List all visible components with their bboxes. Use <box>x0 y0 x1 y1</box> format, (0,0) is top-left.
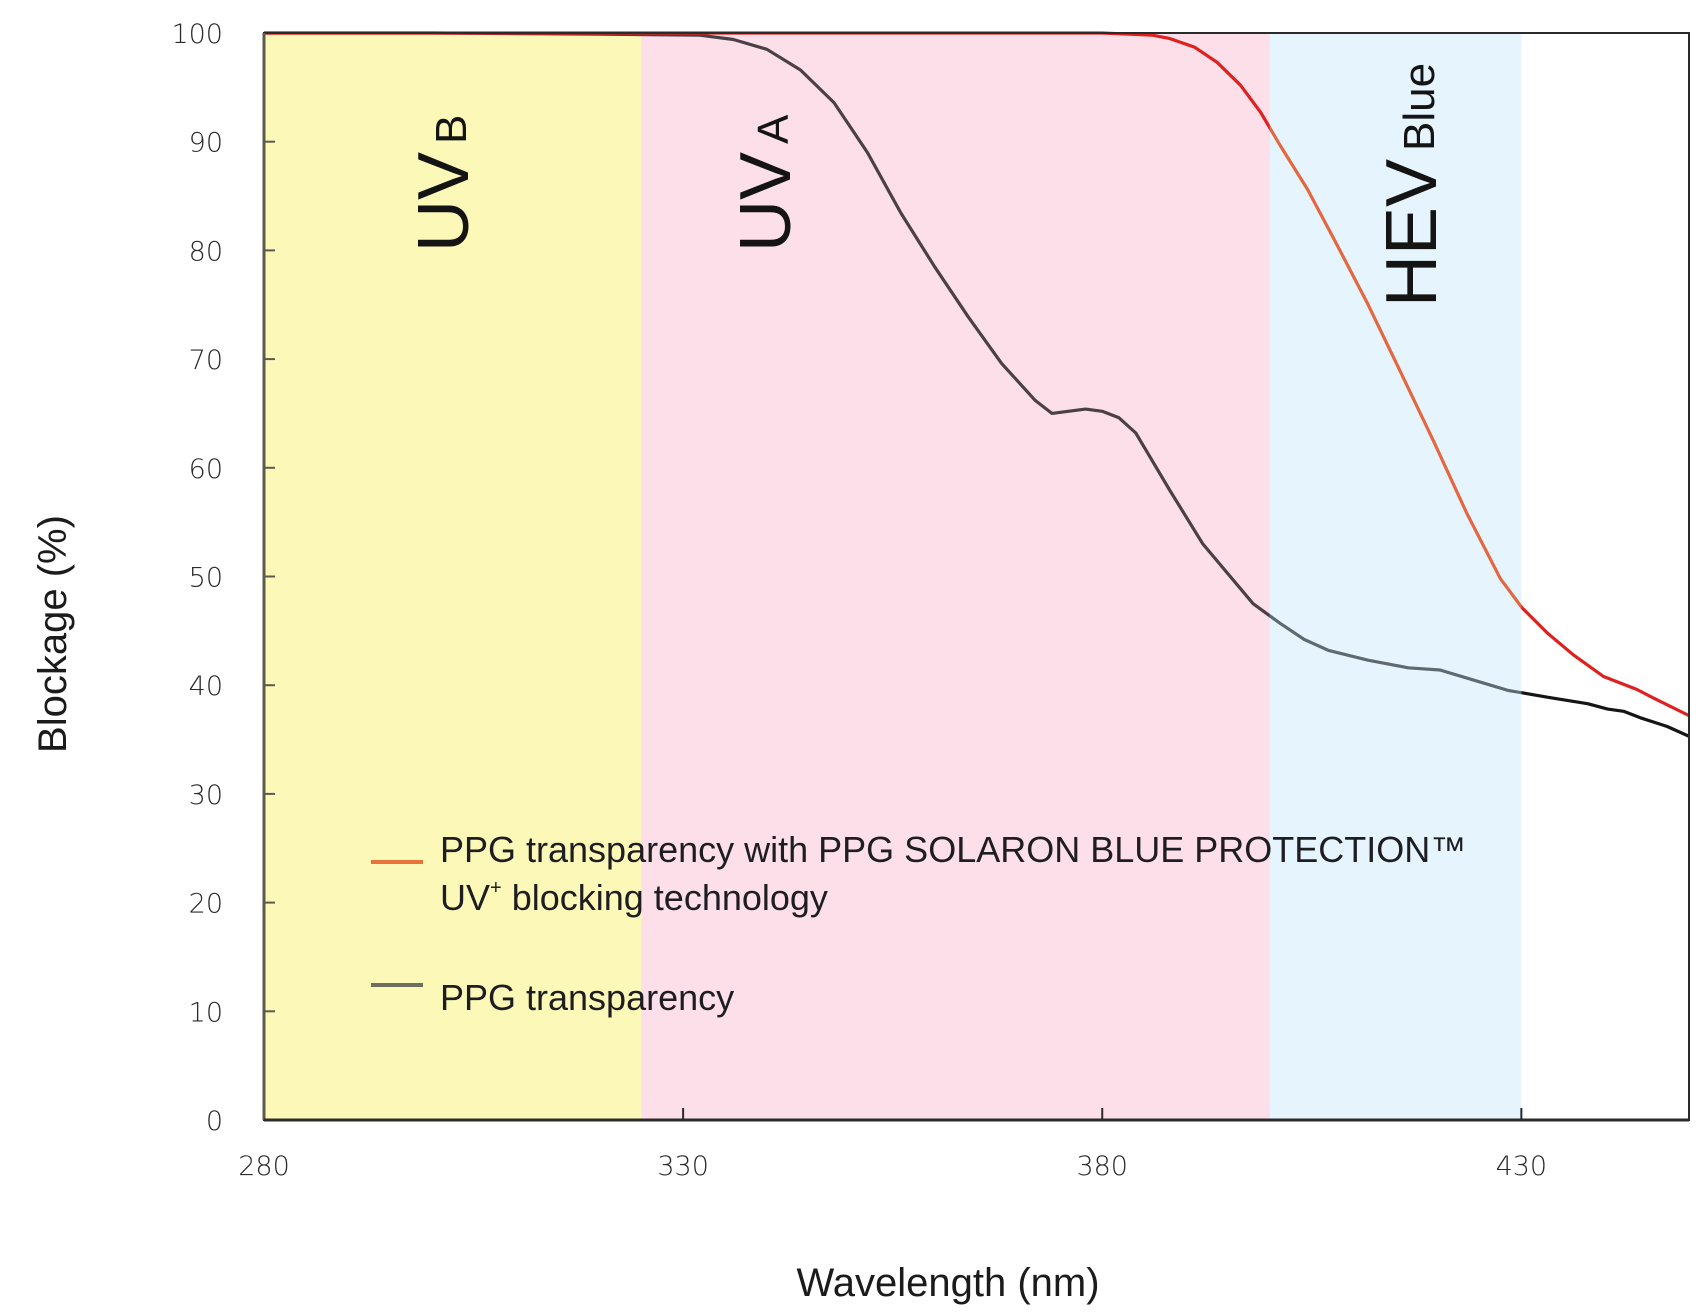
y-tick-label: 30 <box>189 780 223 811</box>
y-tick-label: 60 <box>189 454 223 485</box>
band-label-main: HEV <box>1372 159 1452 307</box>
axes: 0 10 20 30 40 50 60 70 80 90 100 280 330 380 430 <box>171 19 1690 1182</box>
y-tick-label: 20 <box>189 889 223 920</box>
band-uvb <box>264 33 642 1120</box>
x-tick-label: 330 <box>657 1151 709 1182</box>
band-uva <box>641 33 1270 1120</box>
y-tick-label: 100 <box>171 19 223 50</box>
y-tick-label: 40 <box>189 671 223 702</box>
series-line-after <box>1521 604 1689 718</box>
legend-rest-text: blocking technology <box>502 877 828 918</box>
legend-plus-superscript: + <box>490 877 502 899</box>
x-tick-label: 380 <box>1076 1151 1128 1182</box>
band-label-main: UV <box>726 152 806 252</box>
band-label-main: UV <box>404 152 484 252</box>
band-label-sub: B <box>427 115 476 144</box>
x-tick-label: 430 <box>1496 1151 1548 1182</box>
y-tick-label: 90 <box>189 128 223 159</box>
series-line-before <box>264 31 1270 618</box>
series-line-after <box>1521 691 1689 738</box>
band-label-uvb: UV B <box>404 115 484 252</box>
y-tick-label: 70 <box>189 345 223 376</box>
wavelength-bands <box>264 33 1522 1120</box>
y-axis-title: Blockage (%) <box>31 515 75 753</box>
y-tick-label: 10 <box>189 997 223 1028</box>
legend: PPG transparency with PPG SOLARON BLUE P… <box>371 829 1466 1018</box>
legend-label-solaron-line1: PPG transparency with PPG SOLARON BLUE P… <box>440 829 1466 870</box>
series-line-hev <box>1269 124 1522 610</box>
series-transparency <box>264 31 1689 738</box>
x-tick-label: 280 <box>238 1151 290 1182</box>
band-labels: UV B UV A HEV Blue <box>404 63 1452 307</box>
band-label-uva: UV A <box>726 114 806 252</box>
band-label-hev-blue: HEV Blue <box>1372 63 1452 307</box>
band-hev-blue <box>1269 33 1522 1120</box>
x-axis-title: Wavelength (nm) <box>796 1261 1099 1305</box>
legend-uv-text: UV <box>440 877 490 918</box>
band-label-sub: A <box>749 114 798 144</box>
y-tick-label: 80 <box>189 236 223 267</box>
y-tick-label: 0 <box>206 1106 223 1137</box>
band-label-sub: Blue <box>1395 63 1444 151</box>
y-tick-label: 50 <box>189 563 223 594</box>
legend-label-transparency: PPG transparency <box>440 977 734 1018</box>
legend-label-solaron-line2: UV+ blocking technology <box>440 877 828 918</box>
